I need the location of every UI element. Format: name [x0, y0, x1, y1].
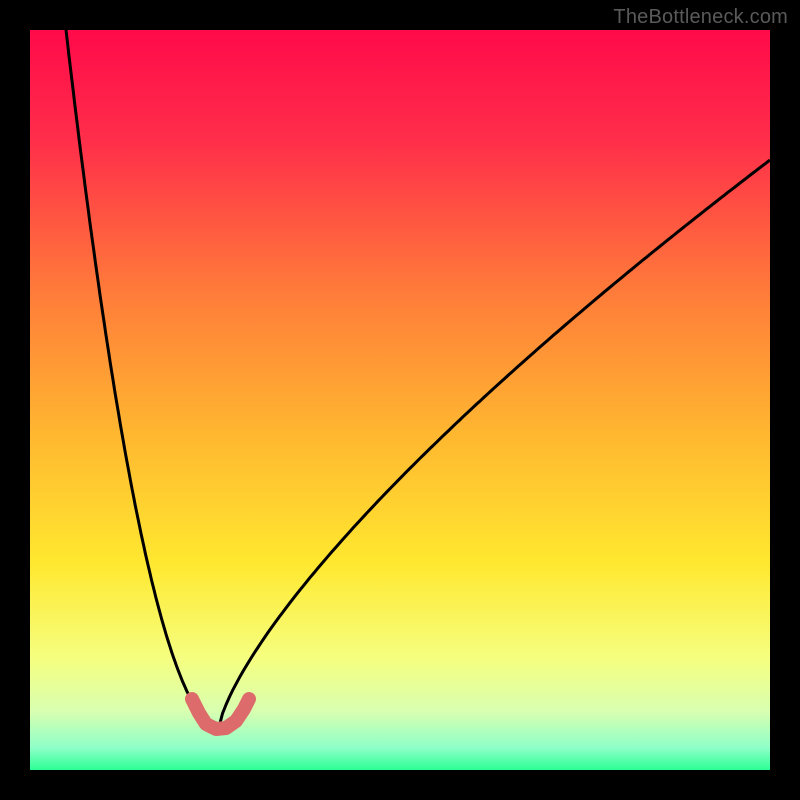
chart-background-gradient: [30, 30, 770, 770]
chart-canvas: TheBottleneck.com: [0, 0, 800, 800]
watermark-label: TheBottleneck.com: [613, 6, 788, 29]
bottleneck-chart-svg: [0, 0, 800, 800]
